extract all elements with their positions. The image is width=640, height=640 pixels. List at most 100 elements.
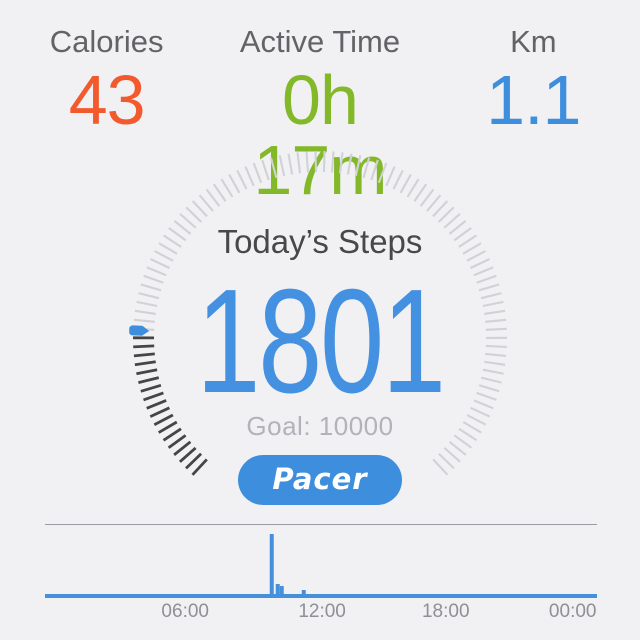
gauge-tick — [185, 452, 203, 470]
gauge-tick — [473, 399, 494, 410]
gauge-tick — [173, 440, 192, 456]
active-time-label: Active Time — [239, 24, 401, 59]
gauge-tick — [133, 352, 155, 358]
activity-bar — [301, 589, 306, 594]
gauge-tick — [261, 159, 270, 181]
gauge-tick — [448, 440, 467, 456]
activity-bar — [269, 534, 274, 594]
gauge-tick — [146, 266, 167, 277]
gauge-tick — [485, 344, 507, 348]
gauge-tick — [134, 309, 156, 315]
gauge-tick — [179, 213, 197, 229]
gauge-tick — [205, 188, 221, 207]
gauge-tick — [462, 421, 482, 434]
gauge-tick — [269, 157, 278, 179]
gauge-tick — [252, 162, 263, 184]
x-axis-label: 18:00 — [421, 601, 470, 622]
chart-baseline — [45, 594, 597, 598]
gauge-progress-marker — [129, 325, 150, 336]
gauge-tick — [133, 318, 155, 323]
gauge-tick — [478, 384, 500, 393]
gauge-tick — [443, 213, 461, 229]
distance-label: Km — [510, 24, 557, 59]
gauge-tick — [432, 200, 449, 218]
gauge-tick — [392, 169, 404, 190]
gauge-tick — [476, 274, 497, 284]
gauge-tick — [482, 300, 504, 308]
gauge-tick — [443, 447, 461, 463]
gauge-tick — [419, 188, 435, 207]
activity-bar — [275, 583, 280, 594]
gauge-tick — [191, 458, 208, 476]
calories-label: Calories — [49, 24, 164, 59]
gauge-tick — [448, 219, 467, 235]
gauge-tick — [138, 376, 160, 384]
gauge-tick — [482, 368, 504, 375]
gauge-tick — [198, 194, 214, 212]
x-axis-label: 12:00 — [298, 601, 346, 622]
gauge-tick — [153, 413, 174, 426]
pacer-button-label: Pacer — [272, 462, 368, 496]
gauge-tick — [278, 155, 286, 177]
gauge-tick — [146, 399, 167, 410]
gauge-tick — [157, 420, 178, 434]
gauge-tick — [406, 178, 420, 198]
activity-bar — [279, 585, 285, 594]
gauge-tick — [346, 153, 353, 175]
gauge-tick — [149, 406, 170, 418]
gauge-tick — [484, 360, 506, 366]
gauge-tick — [136, 300, 158, 308]
gauge-tick — [470, 406, 491, 418]
gauge-tick — [168, 227, 187, 242]
gauge-tick — [462, 242, 482, 255]
steps-count: 1801 — [196, 259, 446, 424]
gauge-tick — [399, 173, 412, 194]
gauge-tick — [143, 274, 164, 284]
active-time-value: 0h 17m — [253, 61, 387, 209]
gauge-tick — [485, 352, 507, 357]
gauge-tick — [485, 327, 507, 331]
gauge-tick — [162, 427, 182, 442]
gauge-tick — [140, 383, 162, 393]
gauge-tick — [314, 151, 318, 173]
gauge-tick — [220, 178, 234, 198]
gauge-tick — [185, 206, 203, 223]
gauge-tick — [236, 169, 248, 190]
gauge-tick — [470, 258, 490, 269]
calories-value: 43 — [68, 61, 146, 139]
gauge-tick — [453, 434, 473, 449]
gauge-tick — [167, 434, 187, 449]
gauge-tick — [173, 219, 192, 235]
x-axis-label: 06:00 — [161, 601, 209, 622]
gauge-tick — [158, 242, 178, 255]
gauge-tick — [330, 151, 335, 173]
stats-row: Calories 43 Active Time 0h 17m Km 1.1 — [0, 0, 640, 205]
gauge-tick — [485, 318, 507, 323]
gauge-tick — [458, 427, 478, 442]
gauge-tick — [154, 250, 174, 262]
distance-value: 1.1 — [486, 61, 581, 139]
gauge-tick — [480, 292, 502, 300]
goal-label: Goal: 10000 — [246, 411, 394, 441]
gauge-tick — [178, 446, 197, 463]
stat-active-time: Active Time 0h 17m — [213, 26, 426, 205]
gauge-tick — [136, 368, 158, 376]
gauge-tick — [453, 227, 472, 242]
gauge-tick — [458, 234, 477, 248]
gauge-tick — [133, 344, 155, 349]
gauge-tick — [244, 166, 255, 187]
gauge-tick — [385, 166, 396, 187]
gauge-tick — [362, 157, 371, 179]
gauge-tick — [140, 283, 162, 292]
gauge-tick — [228, 173, 241, 194]
gauge-tick — [484, 309, 506, 315]
gauge-tick — [377, 162, 388, 184]
stat-distance: Km 1.1 — [427, 26, 640, 205]
gauge-tick — [134, 360, 156, 367]
gauge-tick — [466, 250, 486, 262]
pacer-button[interactable]: Pacer — [238, 455, 402, 505]
gauge-tick — [438, 453, 455, 470]
gauge-tick — [322, 151, 326, 173]
